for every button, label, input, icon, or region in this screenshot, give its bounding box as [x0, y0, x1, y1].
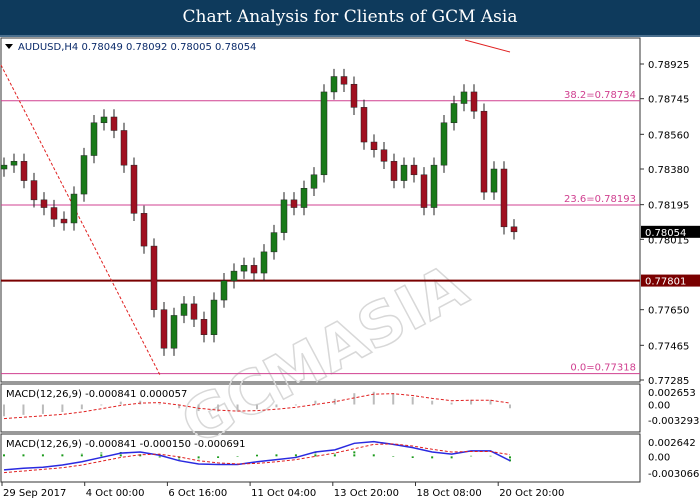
fib-label: 38.2=0.78734 [564, 90, 636, 101]
price-tick-label: 0.77285 [648, 376, 689, 387]
watermark: GCMASIA [170, 251, 478, 459]
candle-body [140, 213, 148, 247]
candle-body [360, 107, 368, 143]
macd2-tick-label: 0.002642 [648, 438, 696, 449]
time-label: 4 Oct 00:00 [86, 488, 145, 499]
support-price-label: 0.77801 [645, 277, 686, 288]
time-label: 20 Oct 20:00 [499, 488, 564, 499]
candle-body [300, 188, 308, 208]
macd1-tick-label: 0.002653 [648, 388, 696, 399]
candle-body [480, 110, 488, 193]
trend-line [464, 39, 511, 53]
macd2-label: MACD(12,26,9) -0.000841 -0.000150 -0.000… [6, 439, 245, 450]
candle-body [310, 174, 318, 189]
candle-body [450, 103, 458, 124]
macd1-tick-label: 0.00 [648, 400, 670, 411]
price-tick-label: 0.77650 [648, 306, 689, 317]
price-tick-label: 0.78015 [648, 235, 689, 246]
candle-body [80, 155, 88, 195]
candle-body [410, 164, 418, 176]
macd2-main-line [3, 440, 511, 471]
current-price-tag [641, 225, 700, 238]
candle-body [500, 168, 508, 228]
price-tick-label: 0.78380 [648, 165, 689, 176]
dropdown-triangle-icon [5, 44, 13, 49]
candle-body [150, 245, 158, 310]
time-label: 13 Oct 20:00 [334, 488, 399, 499]
candle-body [430, 164, 438, 208]
candle-body [470, 91, 478, 112]
macd2-tick-label: 0.00 [648, 452, 670, 463]
candle-body [180, 303, 188, 316]
price-tick-label: 0.78195 [648, 201, 689, 212]
symbol-info: AUDUSD,H4 0.78049 0.78092 0.78005 0.7805… [18, 42, 256, 53]
candle-body [370, 141, 378, 150]
candle-body [320, 91, 328, 176]
candle-body [50, 207, 58, 220]
macd2-panel-frame [0, 433, 641, 483]
macd1-label: MACD(12,26,9) -0.000841 0.000057 [6, 389, 187, 400]
candle-body [440, 122, 448, 166]
candle-body [280, 199, 288, 233]
header-title: Chart Analysis for Clients of GCM Asia [0, 0, 700, 37]
candle-body [200, 319, 208, 335]
time-label: 11 Oct 04:00 [251, 488, 316, 499]
macd2-signal-line [3, 443, 511, 474]
candle-body [90, 122, 98, 156]
time-label: 29 Sep 2017 [3, 488, 66, 499]
candle-body [460, 91, 468, 104]
macd1-tick-label: -0.003293 [648, 416, 699, 427]
macd2-tick-label: -0.003066 [648, 469, 699, 480]
candle-body [260, 251, 268, 274]
candle-body [350, 83, 358, 108]
candle-body [240, 265, 248, 272]
price-tick-label: 0.78745 [648, 95, 689, 106]
main-panel-frame [0, 37, 641, 383]
current-price-label: 0.78054 [645, 228, 686, 239]
candle-body [380, 149, 388, 162]
candle-body [160, 309, 168, 349]
candle-body [510, 226, 518, 233]
candle-body [210, 299, 218, 335]
candle-body [100, 116, 108, 124]
macd1-panel-frame [0, 383, 641, 433]
price-tick-label: 0.77465 [648, 341, 689, 352]
trend-line-dashed [0, 64, 161, 376]
time-label: 6 Oct 16:00 [168, 488, 227, 499]
candle-body [220, 280, 228, 301]
price-tick-label: 0.78560 [648, 130, 689, 141]
candle-body [170, 315, 178, 349]
candle-body [270, 232, 278, 253]
candle-body [60, 218, 68, 224]
candle-body [110, 116, 118, 131]
candle-body [130, 164, 138, 214]
candle-body [190, 303, 198, 320]
candle-body [400, 164, 408, 181]
candle-body [20, 161, 28, 181]
candle-body [70, 193, 78, 224]
candle-body [330, 76, 338, 93]
candle-body [340, 76, 348, 85]
candle-body [390, 161, 398, 181]
candle-body [30, 180, 38, 201]
fib-label: 0.0=0.77318 [570, 363, 636, 374]
candle-body [230, 270, 238, 282]
time-label: 18 Oct 08:00 [417, 488, 482, 499]
fib-label: 23.6=0.78193 [564, 194, 636, 205]
candle-body [290, 199, 298, 208]
candle-body [490, 168, 498, 193]
candle-body [40, 199, 48, 208]
candle-body [10, 161, 18, 166]
price-tick-label: 0.78925 [648, 60, 689, 71]
candle-body [420, 174, 428, 208]
support-price-tag [641, 274, 700, 287]
candle-body [0, 164, 8, 170]
candle-body [120, 130, 128, 166]
candle-body [250, 265, 258, 274]
